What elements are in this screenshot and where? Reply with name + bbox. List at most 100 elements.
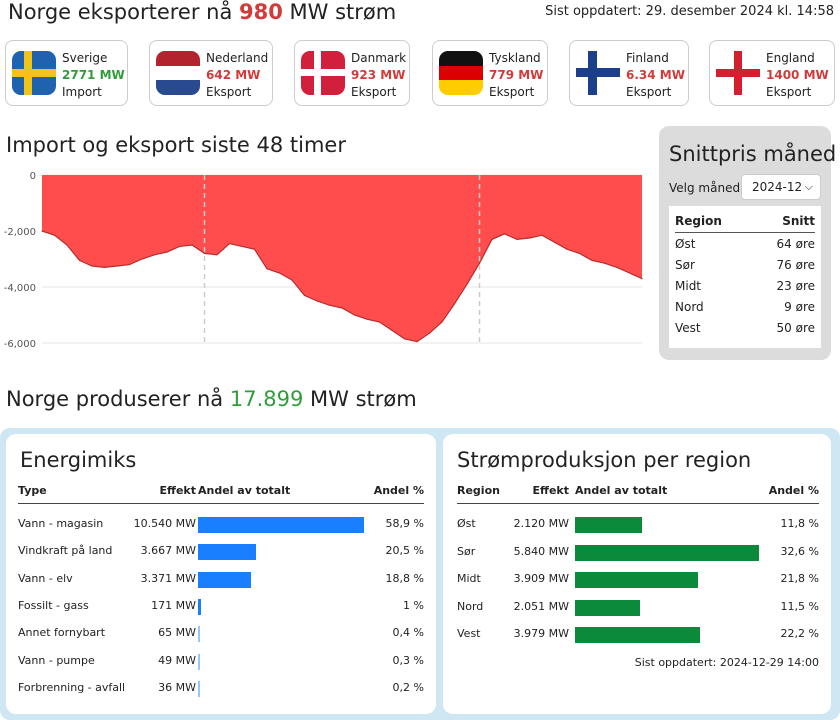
data-point [203,252,206,254]
energy-share-bar [198,571,251,588]
country-card-finland[interactable]: Finland 6.34 MW Eksport [569,40,689,106]
country-name: Tyskland [489,51,541,65]
energy-mix-header: Type Effekt Andel av totalt Andel % [18,484,424,504]
energy-mix-row: Annet fornybart 65 MW 0,4 % [18,623,424,643]
last-updated: Sist oppdatert: 29. desember 2024 kl. 14… [545,4,834,19]
country-value: 779 MW [489,68,544,82]
country-direction: Eksport [206,85,252,99]
energy-type: Vann - pumpe [18,653,95,667]
energy-share: 1 % [403,598,424,612]
month-select[interactable]: 2024-12 ⌵ [741,174,821,200]
country-card-germany[interactable]: Tyskland 779 MW Eksport [432,40,548,106]
chart-title: Import og eksport siste 48 timer [6,133,346,157]
data-point [241,245,243,247]
data-point [366,318,368,320]
col-effect: Effekt [159,484,196,497]
energy-type: Vann - magasin [18,517,104,530]
price-value: 23 øre [776,278,815,293]
price-panel-title: Snittpris måned [669,142,837,166]
data-point [266,268,268,270]
data-point [41,230,43,232]
region-effect: 2.120 MW [513,517,569,530]
price-table: Region Snitt Øst 64 øre Sør 76 øre Midt 23 … [669,206,821,348]
col-effect: Effekt [532,484,569,497]
energy-type: Forbrenning - avfall [18,680,126,694]
energy-share: 0,2 % [392,680,424,694]
country-card-england[interactable]: England 1400 MW Eksport [709,40,835,106]
data-point [341,307,343,309]
production-prefix: Norge produserer nå [6,387,224,411]
data-point [78,259,81,261]
data-point [628,272,631,274]
data-point [391,329,393,331]
data-point [291,279,293,281]
country-card-denmark[interactable]: Danmark 923 MW Eksport [294,40,410,106]
energy-effect: 36 MW [158,680,196,694]
country-direction: Eksport [626,85,672,99]
energy-effect: 3.667 MW [140,544,196,558]
price-table-header: Region Snitt [675,206,815,233]
energy-share: 18,8 % [385,571,424,585]
export-headline: Norge eksporterer nå 980 MW strøm [8,0,396,24]
energy-share: 58,9 % [385,517,424,530]
region-updated: Sist oppdatert: 2024-12-29 14:00 [634,656,819,669]
data-point [453,303,456,305]
price-region: Vest [675,320,701,335]
country-card-sweden[interactable]: Sverige 2771 MW Import [5,40,128,106]
region-share: 11,8 % [780,517,819,530]
region-name: Nord [457,599,484,613]
price-value: 76 øre [776,257,815,272]
netherlands-flag-icon [156,51,200,95]
region-share-bar [575,544,759,561]
data-point [191,244,193,246]
region-share-bar [575,627,701,643]
data-point [428,332,431,334]
denmark-flag-icon [301,51,345,95]
data-point [491,238,493,240]
energy-mix-title: Energimiks [20,448,137,472]
data-point [91,265,93,267]
region-share-bar [575,517,642,533]
energy-share-bar [198,680,200,697]
data-point [553,241,556,243]
data-point [378,321,381,323]
country-name: Finland [626,51,669,65]
region-effect: 3.979 MW [513,627,569,640]
energy-share-bar [198,544,256,561]
energy-share-bar [198,598,201,615]
region-name: Sør [457,544,476,558]
production-value: 17.899 [229,387,304,411]
y-tick-label: -4,000 [4,283,36,294]
data-point [66,244,68,246]
price-region: Nord [675,299,704,314]
region-effect: 3.909 MW [513,572,569,585]
price-value: 64 øre [776,236,815,251]
country-name: Sverige [62,51,108,65]
energy-mix-row: Fossilt - gass 171 MW 1 % [18,596,424,616]
data-point [591,259,593,261]
data-point [516,238,518,240]
country-direction: Import [62,85,102,99]
data-point [253,248,256,250]
region-share: 22,2 % [780,627,819,640]
col-share-bar: Andel av totalt [575,484,668,497]
country-value: 923 MW [351,68,406,82]
data-point [103,266,106,268]
data-point [416,341,418,343]
data-point [228,243,231,245]
region-share: 11,5 % [780,599,819,613]
data-point [441,321,443,323]
col-type: Type [18,484,47,497]
sweden-flag-icon [12,51,56,95]
data-point [503,233,506,235]
price-row: Sør 76 øre [675,254,815,275]
energy-mix-row: Forbrenning - avfall 36 MW 0,2 % [18,678,424,698]
region-name: Midt [457,572,481,585]
country-card-netherlands[interactable]: Nederland 642 MW Eksport [149,40,273,106]
energy-effect: 10.540 MW [133,517,196,530]
region-row: Nord 2.051 MW 11,5 % [457,597,819,617]
england-flag-icon [716,51,760,95]
energy-mix-row: Vann - magasin 10.540 MW 58,9 % [18,514,424,534]
energy-share: 20,5 % [385,544,424,558]
data-point [116,265,118,267]
